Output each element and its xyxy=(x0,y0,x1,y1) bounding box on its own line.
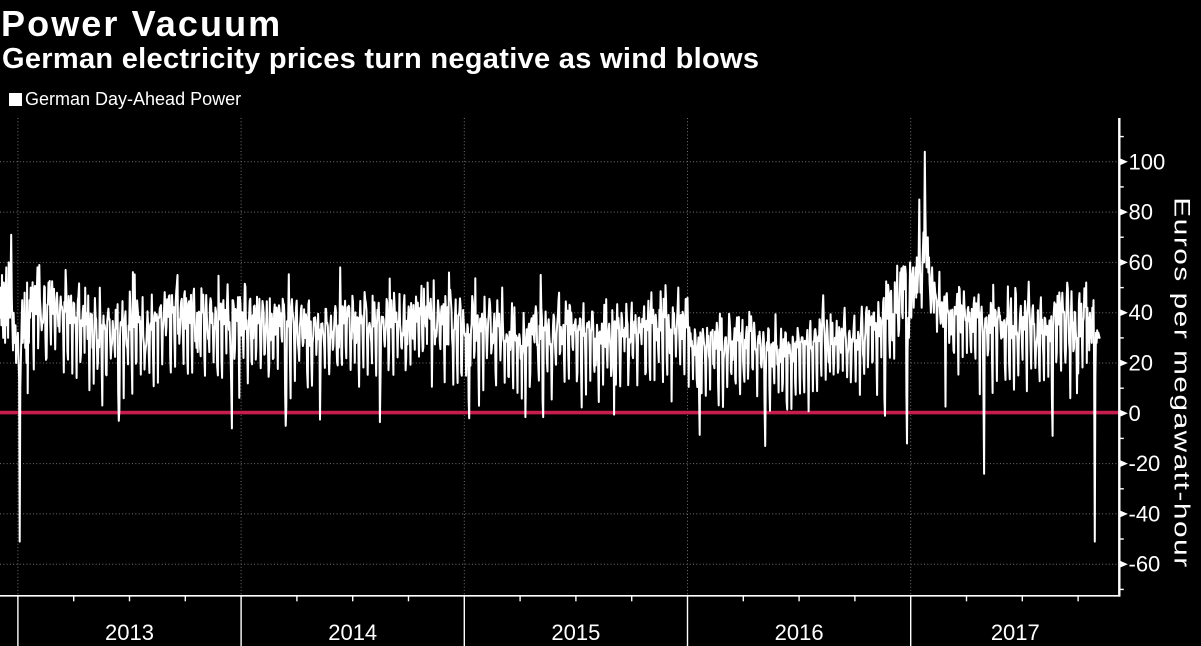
svg-text:20: 20 xyxy=(1129,351,1153,376)
svg-text:Euros per megawatt-hour: Euros per megawatt-hour xyxy=(1169,197,1195,568)
svg-text:2014: 2014 xyxy=(328,620,377,645)
svg-text:80: 80 xyxy=(1129,200,1153,225)
svg-text:-60: -60 xyxy=(1129,552,1161,577)
svg-text:2015: 2015 xyxy=(551,620,600,645)
svg-text:60: 60 xyxy=(1129,250,1153,275)
svg-text:-40: -40 xyxy=(1129,501,1161,526)
svg-text:2013: 2013 xyxy=(105,620,154,645)
svg-text:2017: 2017 xyxy=(991,620,1040,645)
svg-text:0: 0 xyxy=(1129,401,1141,426)
svg-text:2016: 2016 xyxy=(775,620,824,645)
svg-text:100: 100 xyxy=(1129,149,1166,174)
svg-text:40: 40 xyxy=(1129,300,1153,325)
svg-text:-20: -20 xyxy=(1129,451,1161,476)
